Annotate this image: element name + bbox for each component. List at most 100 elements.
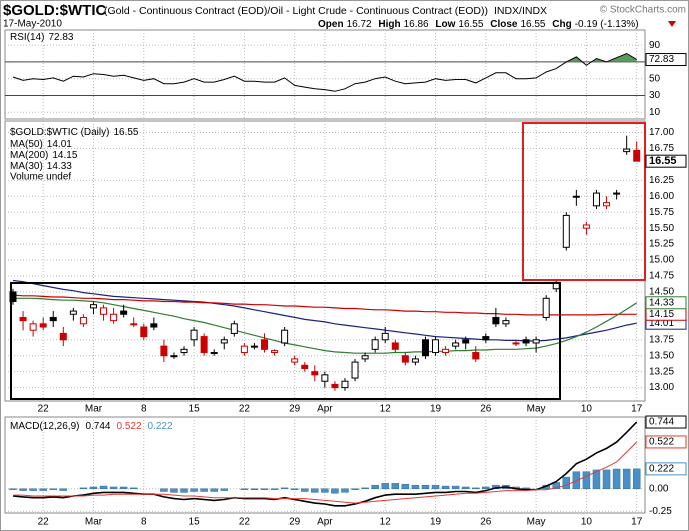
candle-body — [281, 329, 289, 344]
candle-body — [381, 332, 389, 341]
candle-body — [331, 383, 339, 389]
candle-body — [271, 350, 279, 354]
candle-body — [623, 148, 631, 153]
histogram-bar — [160, 488, 168, 492]
symbol: $GOLD:$WTIC — [3, 2, 106, 19]
moving-average — [12, 294, 637, 316]
candle-body — [210, 352, 218, 355]
candle-body — [421, 339, 429, 357]
candle-body — [613, 192, 621, 195]
histogram-bar — [441, 485, 450, 490]
histogram-bar — [89, 486, 98, 490]
candle-body — [442, 348, 450, 354]
histogram-bar — [129, 487, 138, 490]
y-tick-label: 14.75 — [649, 271, 674, 282]
histogram-bar — [582, 471, 591, 490]
x-tick-label: 17 — [631, 404, 643, 415]
histogram-bar — [260, 488, 269, 490]
x-tick-label: 19 — [430, 517, 442, 528]
histogram-bar — [451, 485, 460, 490]
histogram-bar — [19, 488, 27, 491]
candle-body — [532, 339, 540, 344]
value-box-label: 16.55 — [649, 155, 677, 167]
candle-body — [200, 336, 208, 354]
histogram-bar — [562, 476, 571, 490]
histogram-bar — [210, 488, 218, 492]
histogram-bar — [632, 468, 641, 490]
histogram-bar — [411, 484, 420, 490]
y-tick-label: 0.00 — [649, 483, 669, 494]
legend-value: 14.01 — [47, 139, 72, 150]
y-tick-label: 15.25 — [649, 239, 674, 250]
legend-value: 0.522 — [117, 421, 142, 432]
candle-body — [180, 348, 188, 354]
candle-body — [150, 323, 158, 328]
value-box-label: 0.522 — [649, 437, 674, 448]
histogram-bar — [180, 488, 188, 493]
x-tick-label: 26 — [480, 404, 492, 415]
y-tick-label: 13.25 — [649, 366, 674, 377]
legend-value: 72.83 — [48, 32, 73, 43]
histogram-bar — [612, 468, 621, 490]
candle-body — [462, 339, 470, 344]
y-tick-label: 16.00 — [649, 191, 674, 202]
x-tick-label: 22 — [38, 404, 50, 415]
candle-body — [311, 371, 319, 376]
y-tick-label: 15.00 — [649, 255, 674, 266]
legend-value: 0.222 — [148, 421, 173, 432]
candle-body — [190, 329, 198, 341]
histogram-bar — [552, 482, 560, 490]
quote-value: 16.55 — [458, 19, 483, 30]
candle-body — [89, 304, 97, 309]
legend-name: MA(200) — [10, 150, 48, 161]
x-tick-label: 15 — [189, 404, 201, 415]
candle-body — [371, 339, 379, 350]
value-box — [645, 435, 687, 449]
y-tick-label: 17.00 — [649, 127, 674, 138]
candle-body — [562, 214, 570, 248]
macd-line — [13, 441, 638, 504]
quote-value: 16.86 — [404, 19, 429, 30]
legend-name: MA(30) — [10, 161, 43, 172]
quote-change: -0.19 (-1.13%) — [575, 19, 639, 30]
value-box — [645, 154, 687, 168]
candle-body — [140, 326, 148, 338]
legend-title: MACD(12,26,9) — [10, 421, 79, 432]
value-box-label: 14.01 — [649, 318, 674, 329]
panel-legend: $GOLD:$WTIC (Daily) 16.55 — [10, 127, 139, 138]
histogram-bar — [29, 488, 37, 491]
candle-body — [120, 310, 128, 315]
x-tick-label: 29 — [289, 404, 301, 415]
description-text: (Gold - Continuous Contract (EOD)/Oil - … — [104, 5, 488, 17]
legend-value: 14.15 — [52, 150, 77, 161]
date: 17-May-2010 — [3, 19, 62, 30]
value-box-label: 14.15 — [649, 309, 674, 320]
candle-body — [592, 192, 600, 207]
candle-body — [69, 310, 77, 315]
histogram-bar — [300, 488, 309, 492]
y-tick-label: 13.50 — [649, 350, 674, 361]
histogram-bar — [49, 488, 57, 490]
histogram-bar — [250, 488, 259, 490]
quote-value: 16.55 — [520, 19, 545, 30]
x-tick-label: 12 — [380, 404, 392, 415]
panel-legend: MACD(12,26,9) 0.744 0.522 0.222 — [10, 421, 173, 432]
candle-body — [502, 320, 510, 325]
quote-label: Chg — [552, 19, 571, 30]
x-tick-label: 12 — [380, 517, 392, 528]
candle-body — [100, 307, 108, 315]
candle-body — [572, 195, 580, 198]
value-box-label: 14.33 — [649, 297, 674, 308]
histogram-bar — [401, 484, 410, 490]
description: (Gold - Continuous Contract (EOD)/Oil - … — [104, 5, 547, 17]
histogram-bar — [290, 488, 299, 490]
histogram-bar — [622, 468, 631, 490]
legend-value: 16.55 — [113, 127, 138, 138]
candle-body — [291, 358, 299, 363]
y-tick-label: -0.25 — [649, 506, 672, 517]
quote-label: Close — [490, 19, 518, 30]
range-box — [10, 282, 561, 400]
candle-body — [411, 358, 419, 363]
histogram-bar — [59, 488, 68, 491]
value-box-label: 72.83 — [649, 54, 674, 65]
